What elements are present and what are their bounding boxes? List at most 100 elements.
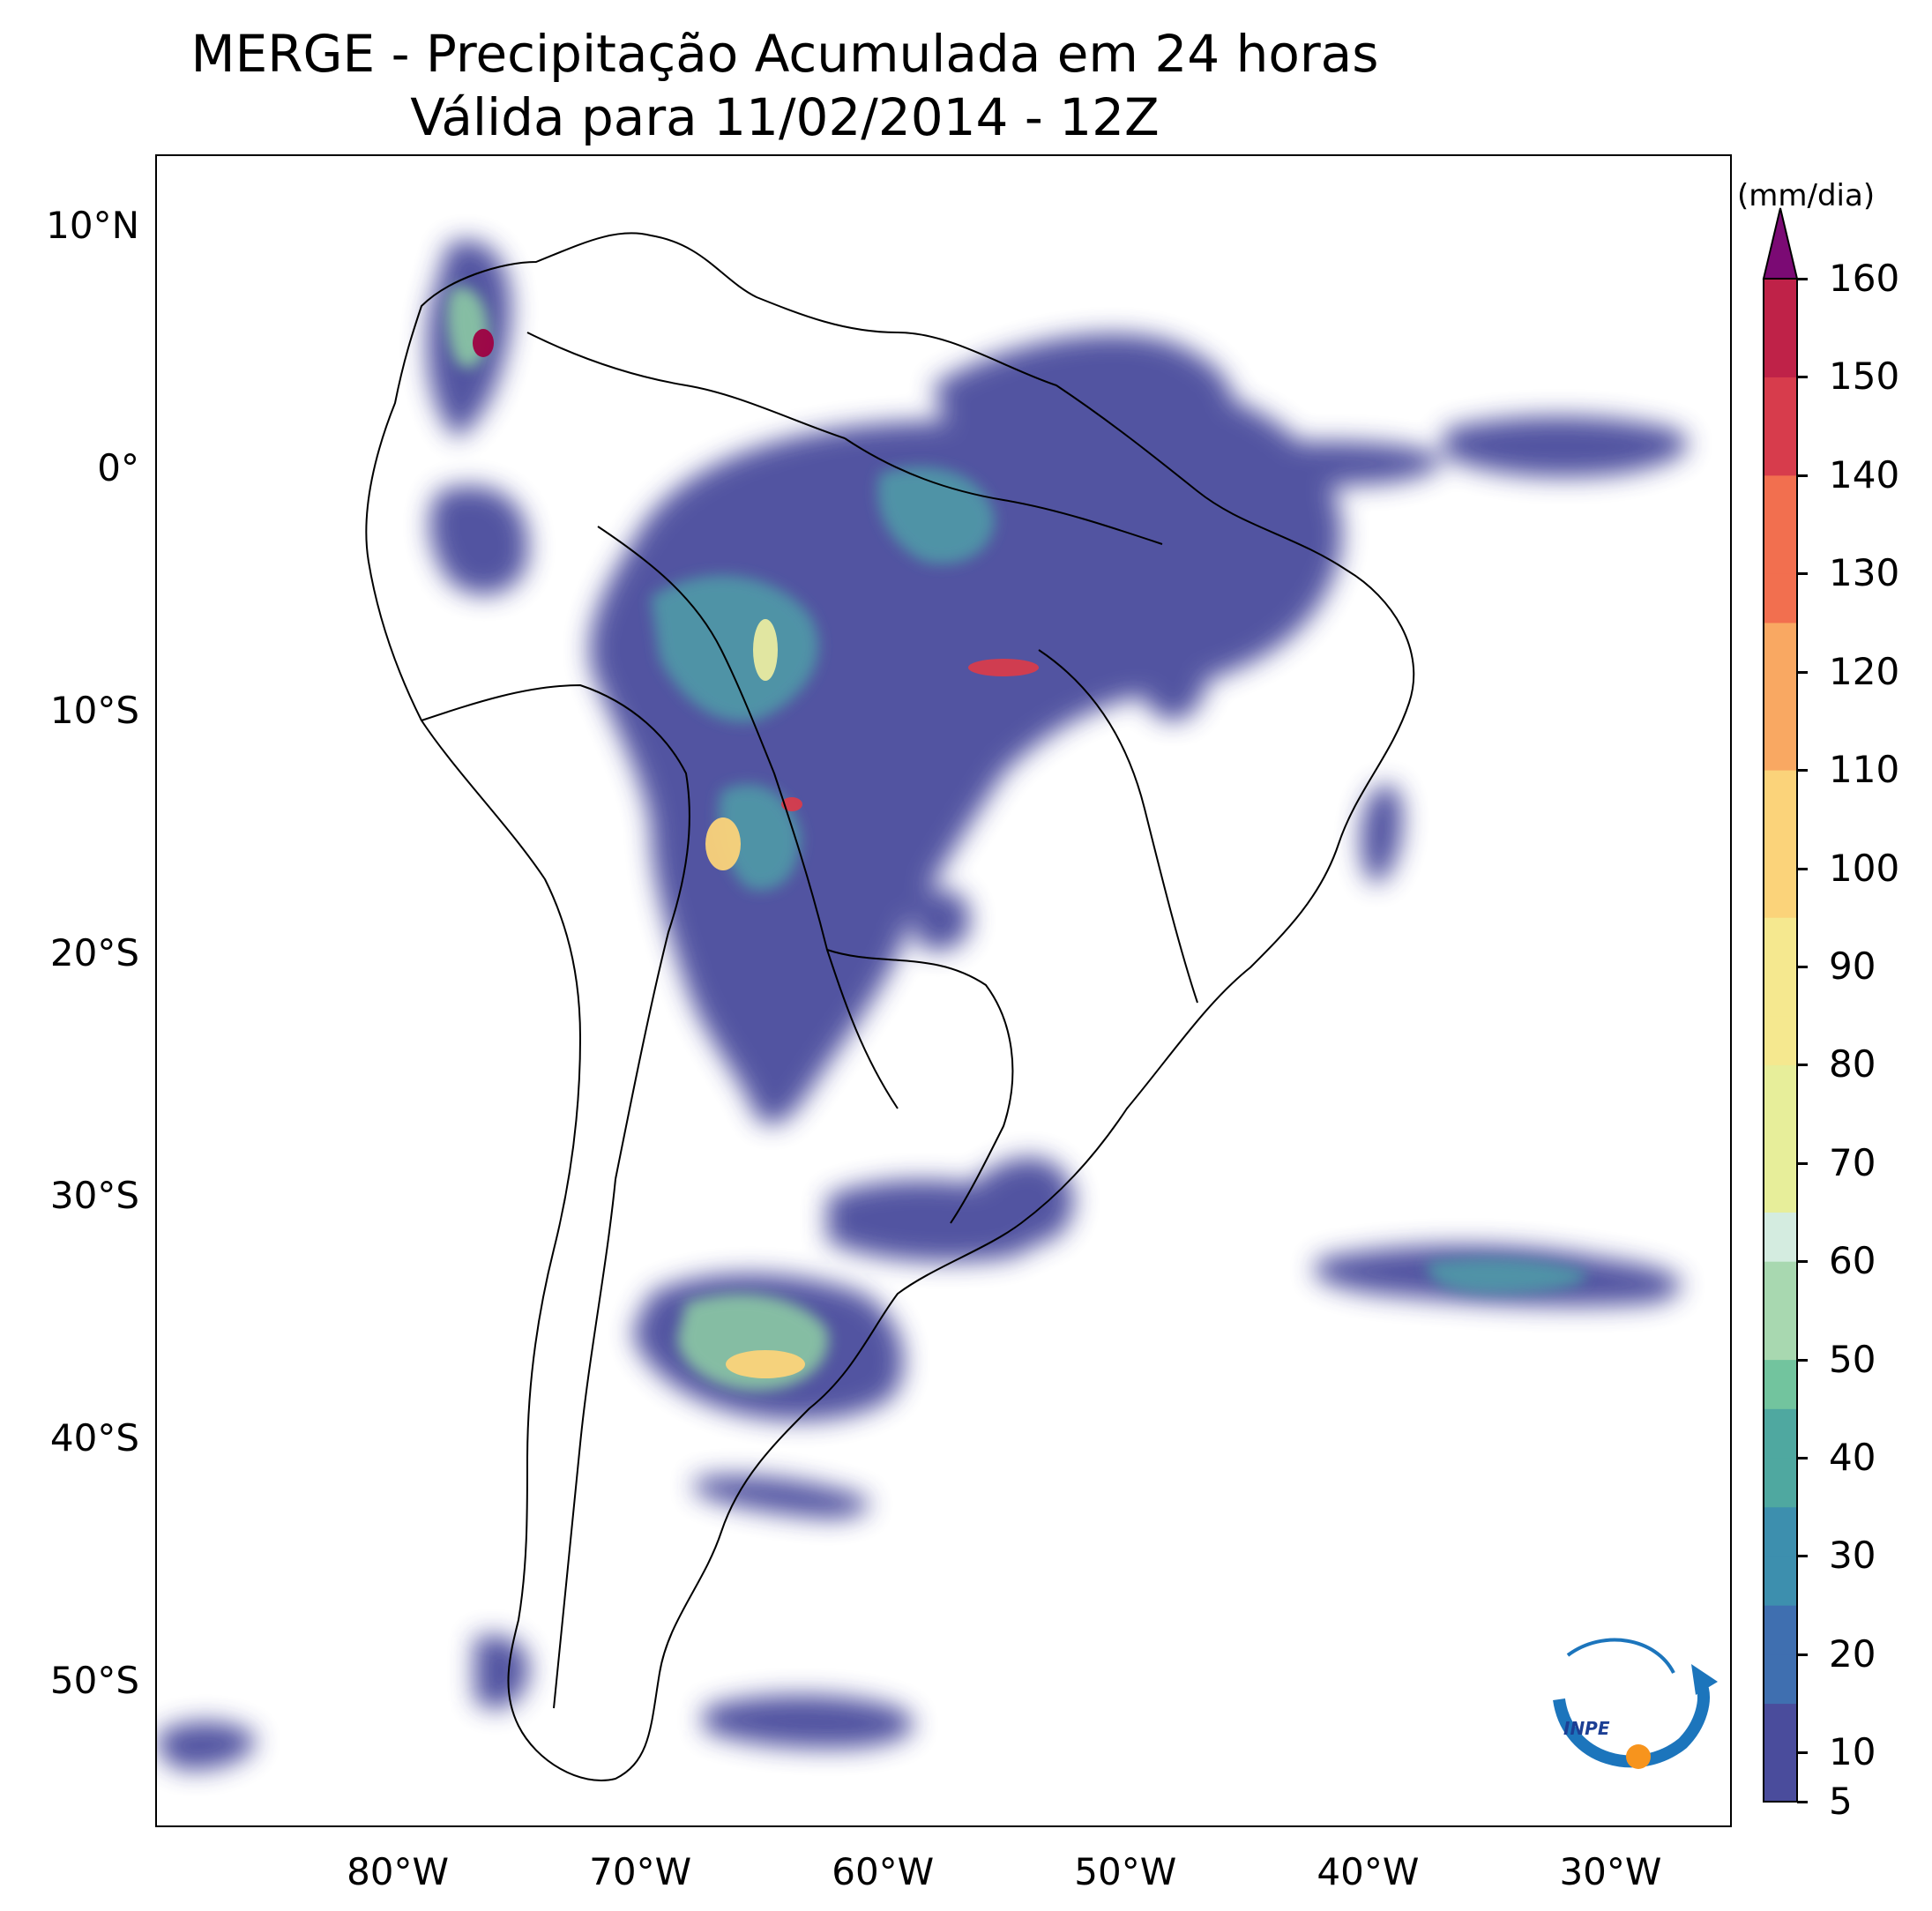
colorbar-tick	[1797, 1358, 1808, 1362]
colorbar-tick-label: 30	[1829, 1534, 1876, 1578]
colorbar-band	[1764, 524, 1797, 574]
colorbar-tick	[1797, 278, 1808, 280]
colorbar-band	[1764, 1458, 1797, 1508]
colorbar-tick	[1797, 376, 1808, 379]
precip-area-east-brazil	[1138, 643, 1208, 720]
lat-tick-label: 10°S	[49, 689, 139, 733]
border-venezuela	[526, 332, 846, 439]
colorbar-band	[1764, 1653, 1797, 1705]
colorbar-tick	[1797, 965, 1808, 968]
colorbar-band	[1764, 720, 1797, 771]
colorbar-tick	[1797, 1751, 1808, 1755]
colorbar-tick	[1797, 572, 1808, 576]
precip-area-chaco	[730, 1001, 809, 1103]
colorbar-band	[1764, 1556, 1797, 1606]
colorbar-band	[1764, 1703, 1797, 1753]
colorbar-tick-label: 130	[1829, 551, 1900, 595]
colorbar-tick-label: 140	[1829, 452, 1900, 496]
precip-area-pacific-west	[157, 1721, 256, 1770]
colorbar-band	[1764, 868, 1797, 918]
border-brazil-states	[1038, 649, 1198, 1004]
precip-area-bahia-coast	[1360, 784, 1403, 884]
colorbar-tick-label: 100	[1829, 846, 1900, 890]
lon-tick-label: 50°W	[1074, 1850, 1177, 1893]
precip-area-north	[933, 333, 1234, 449]
colorbar-band	[1764, 917, 1797, 967]
lon-tick-label: 60°W	[832, 1850, 935, 1893]
colorbar-tick-label: 10	[1829, 1730, 1876, 1774]
colorbar-tick-label: 40	[1829, 1436, 1876, 1480]
colorbar-tick-label: 60	[1829, 1239, 1876, 1283]
precip-max-central	[968, 659, 1039, 676]
border-andes	[421, 683, 690, 1180]
precip-max-bolivia-a	[705, 817, 741, 870]
border-argentina-chile	[553, 1178, 616, 1709]
precip-area-south-atlantic-low	[704, 1695, 914, 1749]
precip-max-pampas	[726, 1350, 805, 1378]
colorbar-band	[1764, 966, 1797, 1017]
colorbar-tick-label: 150	[1829, 355, 1900, 399]
colorbar-extend-arrow	[1762, 207, 1799, 280]
colorbar-band	[1764, 1212, 1797, 1262]
lon-tick-label: 30°W	[1559, 1850, 1662, 1893]
colorbar-band	[1764, 1359, 1797, 1409]
lat-tick-label: 50°S	[49, 1659, 139, 1703]
colorbar-tick	[1797, 1457, 1808, 1460]
colorbar-band	[1764, 377, 1797, 427]
colorbar-tick	[1797, 1653, 1808, 1656]
colorbar-band	[1764, 1506, 1797, 1556]
colorbar-tick-label: 50	[1829, 1337, 1876, 1381]
lat-tick-label: 0°	[97, 446, 139, 490]
colorbar-band	[1764, 1015, 1797, 1065]
precip-max-bolivia-b	[781, 797, 802, 811]
precip-core-bolivia	[718, 784, 801, 891]
lat-tick-label: 30°S	[49, 1174, 139, 1218]
colorbar-band	[1764, 1064, 1797, 1115]
colorbar-tick-label: 90	[1829, 944, 1876, 988]
precip-max-colombia	[473, 329, 494, 357]
colorbar-tick	[1797, 670, 1808, 674]
colorbar-unit: (mm/dia)	[1737, 178, 1876, 213]
colorbar-band	[1764, 671, 1797, 721]
colorbar-tick	[1797, 769, 1808, 773]
precip-area-minas	[915, 890, 970, 951]
colorbar-band	[1764, 1752, 1797, 1803]
coastline-borders	[365, 232, 1415, 1781]
colorbar-band	[1764, 1310, 1797, 1361]
precipitation-field	[157, 240, 1689, 1770]
precip-area-tierra-del-fuego	[474, 1635, 529, 1709]
lat-tick-label: 20°S	[49, 931, 139, 975]
colorbar-band	[1764, 1408, 1797, 1459]
colorbar-band	[1764, 1605, 1797, 1655]
colorbar-tick	[1797, 1260, 1808, 1264]
map-title-line1: MERGE - Precipitação Acumulada em 24 hor…	[190, 24, 1379, 84]
colorbar-band	[1764, 1162, 1797, 1213]
precip-area-ecuador	[429, 485, 529, 595]
precip-area-south-brazil	[977, 1157, 1074, 1243]
precip-area-patagonia	[695, 1475, 869, 1519]
colorbar	[1762, 207, 1799, 1803]
colorbar-tick	[1797, 474, 1808, 477]
colorbar-tick	[1797, 1161, 1808, 1165]
map-title-line2: Válida para 11/02/2014 - 12Z	[410, 87, 1160, 147]
precip-core-atlantic	[1427, 1258, 1587, 1294]
colorbar-tick-label: 160	[1829, 257, 1900, 300]
colorbar-band	[1764, 1114, 1797, 1164]
map-frame: INPE	[155, 154, 1732, 1827]
colorbar-tick-label: 5	[1829, 1780, 1853, 1823]
map-canvas: INPE	[157, 232, 1718, 1781]
lon-tick-label: 70°W	[589, 1850, 692, 1893]
coastline-south-america	[365, 232, 1415, 1781]
colorbar-band	[1764, 474, 1797, 526]
colorbar-tick	[1797, 1555, 1808, 1558]
lon-tick-label: 80°W	[347, 1850, 450, 1893]
colorbar-tick-label: 120	[1829, 649, 1900, 693]
colorbar-band	[1764, 622, 1797, 673]
border-brazil-west	[597, 526, 899, 1109]
lat-tick-label: 10°N	[46, 204, 139, 248]
colorbar-band	[1764, 1261, 1797, 1311]
colorbar-band	[1764, 327, 1797, 377]
lat-tick-label: 40°S	[49, 1416, 139, 1460]
precip-area-atlantic-east	[1444, 416, 1689, 477]
colorbar-band	[1764, 770, 1797, 820]
